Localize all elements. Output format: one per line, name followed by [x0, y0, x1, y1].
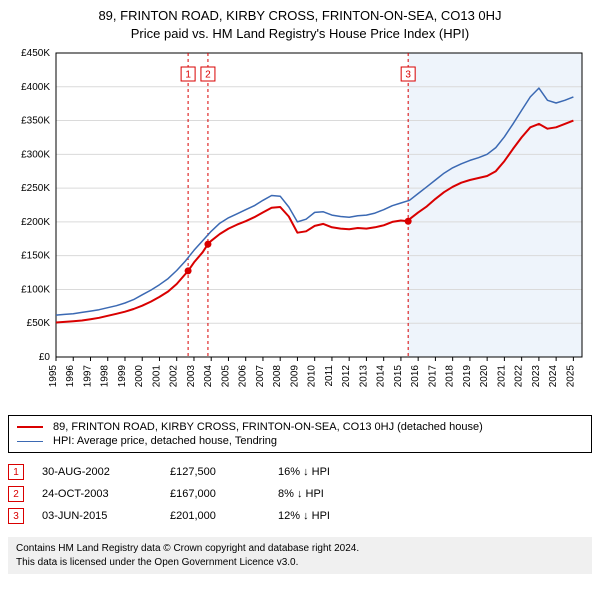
- svg-text:2021: 2021: [496, 365, 507, 388]
- legend-item: HPI: Average price, detached house, Tend…: [17, 434, 583, 448]
- svg-text:2022: 2022: [514, 365, 525, 388]
- svg-text:2011: 2011: [324, 365, 335, 387]
- legend-swatch: [17, 426, 43, 428]
- transaction-price: £167,000: [170, 488, 260, 500]
- svg-text:2008: 2008: [272, 365, 283, 388]
- transaction-date: 30-AUG-2002: [42, 466, 152, 478]
- transaction-row: 2 24-OCT-2003 £167,000 8% ↓ HPI: [8, 483, 592, 505]
- svg-text:2014: 2014: [376, 365, 387, 388]
- svg-text:2013: 2013: [358, 365, 369, 388]
- transaction-price: £201,000: [170, 510, 260, 522]
- svg-text:2025: 2025: [565, 365, 576, 388]
- svg-text:2018: 2018: [445, 365, 456, 388]
- transactions: 1 30-AUG-2002 £127,500 16% ↓ HPI 2 24-OC…: [8, 461, 592, 527]
- legend-label: HPI: Average price, detached house, Tend…: [53, 435, 277, 447]
- svg-text:2024: 2024: [548, 365, 559, 388]
- svg-text:2006: 2006: [238, 365, 249, 388]
- svg-text:£450K: £450K: [21, 48, 50, 59]
- chart-container: 89, FRINTON ROAD, KIRBY CROSS, FRINTON-O…: [0, 0, 600, 578]
- svg-text:£300K: £300K: [21, 149, 50, 160]
- transaction-diff: 12% ↓ HPI: [278, 510, 378, 522]
- svg-text:1999: 1999: [117, 365, 128, 388]
- svg-text:2007: 2007: [255, 365, 266, 388]
- svg-text:2012: 2012: [341, 365, 352, 388]
- svg-text:£250K: £250K: [21, 183, 50, 194]
- svg-text:3: 3: [405, 70, 411, 81]
- legend-swatch: [17, 441, 43, 442]
- svg-text:£200K: £200K: [21, 217, 50, 228]
- title-address: 89, FRINTON ROAD, KIRBY CROSS, FRINTON-O…: [8, 8, 592, 23]
- transaction-row: 1 30-AUG-2002 £127,500 16% ↓ HPI: [8, 461, 592, 483]
- svg-text:1: 1: [185, 70, 191, 81]
- title-subtitle: Price paid vs. HM Land Registry's House …: [8, 26, 592, 41]
- svg-text:2010: 2010: [307, 365, 318, 388]
- svg-text:1996: 1996: [65, 365, 76, 388]
- transaction-marker: 3: [8, 508, 24, 524]
- footer-line: This data is licensed under the Open Gov…: [16, 556, 584, 570]
- svg-text:2002: 2002: [169, 365, 180, 388]
- transaction-diff: 8% ↓ HPI: [278, 488, 378, 500]
- svg-text:2004: 2004: [203, 365, 214, 388]
- svg-text:2020: 2020: [479, 365, 490, 388]
- svg-text:£100K: £100K: [21, 284, 50, 295]
- svg-text:1995: 1995: [48, 365, 59, 388]
- transaction-date: 03-JUN-2015: [42, 510, 152, 522]
- svg-text:£0: £0: [39, 352, 51, 363]
- svg-text:1998: 1998: [100, 365, 111, 388]
- transaction-marker: 1: [8, 464, 24, 480]
- svg-text:2019: 2019: [462, 365, 473, 388]
- svg-text:2016: 2016: [410, 365, 421, 388]
- footer-line: Contains HM Land Registry data © Crown c…: [16, 542, 584, 556]
- footer: Contains HM Land Registry data © Crown c…: [8, 537, 592, 574]
- svg-text:£350K: £350K: [21, 116, 50, 127]
- svg-text:2017: 2017: [427, 365, 438, 388]
- transaction-diff: 16% ↓ HPI: [278, 466, 378, 478]
- chart-svg: £0 £50K £100K £150K £200K £250K £300K £350K £400…: [8, 47, 592, 407]
- svg-text:£50K: £50K: [27, 318, 51, 329]
- transaction-date: 24-OCT-2003: [42, 488, 152, 500]
- transaction-price: £127,500: [170, 466, 260, 478]
- transaction-marker: 2: [8, 486, 24, 502]
- svg-text:2023: 2023: [531, 365, 542, 388]
- svg-text:£150K: £150K: [21, 251, 50, 262]
- svg-text:2009: 2009: [289, 365, 300, 388]
- svg-text:2003: 2003: [186, 365, 197, 388]
- legend-item: 89, FRINTON ROAD, KIRBY CROSS, FRINTON-O…: [17, 420, 583, 434]
- svg-text:£400K: £400K: [21, 82, 50, 93]
- chart: £0 £50K £100K £150K £200K £250K £300K £350K £400…: [8, 47, 592, 407]
- svg-text:2001: 2001: [151, 365, 162, 388]
- legend: 89, FRINTON ROAD, KIRBY CROSS, FRINTON-O…: [8, 415, 592, 453]
- svg-text:2000: 2000: [134, 365, 145, 388]
- transaction-row: 3 03-JUN-2015 £201,000 12% ↓ HPI: [8, 505, 592, 527]
- title-block: 89, FRINTON ROAD, KIRBY CROSS, FRINTON-O…: [8, 8, 592, 41]
- svg-text:2: 2: [205, 70, 211, 81]
- svg-text:1997: 1997: [82, 365, 93, 388]
- svg-text:2015: 2015: [393, 365, 404, 388]
- svg-text:2005: 2005: [220, 365, 231, 388]
- legend-label: 89, FRINTON ROAD, KIRBY CROSS, FRINTON-O…: [53, 421, 483, 433]
